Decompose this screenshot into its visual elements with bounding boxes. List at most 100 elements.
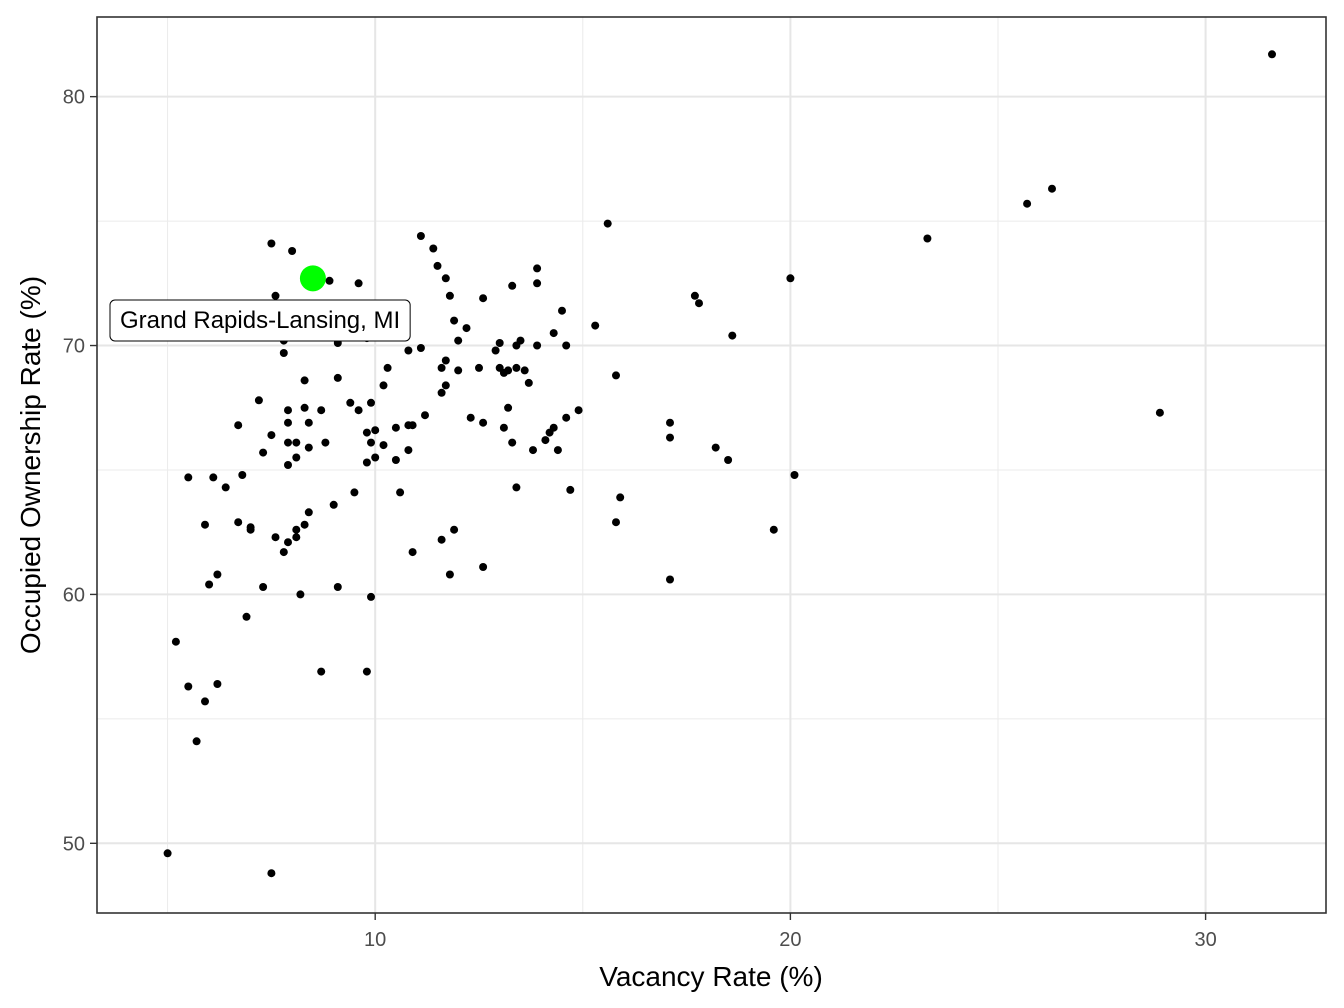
data-point [201,520,209,529]
data-point [529,446,537,455]
data-point [495,339,504,347]
data-point [271,291,280,300]
data-point [416,232,425,240]
data-point [201,697,209,706]
callout-label: Grand Rapids-Lansing, MI [120,307,400,334]
data-point [300,520,309,529]
data-point [279,548,288,557]
x-tick-label: 20 [779,929,801,951]
data-point [383,363,392,372]
data-point [271,533,280,542]
data-points [163,50,1276,878]
data-point [445,570,454,579]
data-point [533,264,542,273]
data-point [612,371,620,380]
data-point [234,421,243,430]
data-point [1268,50,1276,59]
data-point [450,316,459,325]
data-point [508,281,517,290]
data-point [379,381,388,390]
data-point [545,428,554,437]
data-point [450,525,459,534]
data-point [429,244,438,253]
data-point [284,438,292,447]
data-point [454,366,463,375]
data-point [300,376,309,385]
data-point [562,341,571,350]
data-point [441,356,450,365]
data-point [690,291,699,300]
y-axis-title: Occupied Ownership Rate (%) [15,276,46,654]
data-point [666,575,674,584]
data-point [591,321,600,330]
minor-gridlines [97,17,1326,913]
data-point [391,423,400,432]
data-point [371,426,380,435]
data-point [437,388,446,397]
data-point [433,261,442,270]
data-point [362,458,371,467]
data-point [367,438,375,447]
data-point [520,366,529,375]
data-point [574,406,583,415]
y-tick-label: 50 [63,833,85,855]
data-point [346,398,355,407]
data-point [790,471,799,479]
data-point [354,279,363,288]
callout-box [109,299,411,342]
data-point [466,413,475,422]
data-point [329,500,338,509]
data-point [184,682,193,691]
data-point [238,471,247,479]
data-point [367,398,375,407]
data-point [317,667,326,676]
data-point [391,456,400,464]
data-point [321,438,330,447]
data-point [666,418,674,427]
data-point [396,488,405,497]
data-point [300,403,309,412]
data-point [284,406,292,415]
data-point [479,294,488,303]
data-point [533,279,542,288]
data-point [416,344,425,352]
y-tick-label: 80 [63,87,85,109]
data-point [284,461,292,469]
data-point [213,680,222,688]
data-point [524,378,533,387]
data-point [304,508,313,517]
data-point [279,349,288,357]
data-point [437,363,446,372]
data-point [475,363,483,372]
data-point [516,336,525,345]
data-point [445,291,454,300]
data-point [267,869,276,878]
data-point [711,443,720,452]
data-point [362,667,371,676]
data-point [786,274,795,283]
data-point [479,418,488,427]
data-point [205,580,214,589]
data-point [728,331,737,340]
data-point [288,247,297,255]
data-point [491,346,500,355]
data-point [367,592,375,601]
data-point [304,443,313,452]
data-point [246,525,255,534]
data-point [1048,184,1056,193]
data-point [296,590,305,599]
data-point [616,493,625,502]
data-point [259,583,268,591]
data-point [462,324,471,333]
data-point [333,583,342,591]
data-point [292,533,301,542]
data-point [254,396,263,405]
data-point [549,329,558,338]
data-point [350,488,359,497]
data-point [362,428,371,437]
y-tick-label: 70 [63,336,85,358]
data-point [354,406,363,415]
data-point [666,433,674,442]
data-point [192,737,201,746]
